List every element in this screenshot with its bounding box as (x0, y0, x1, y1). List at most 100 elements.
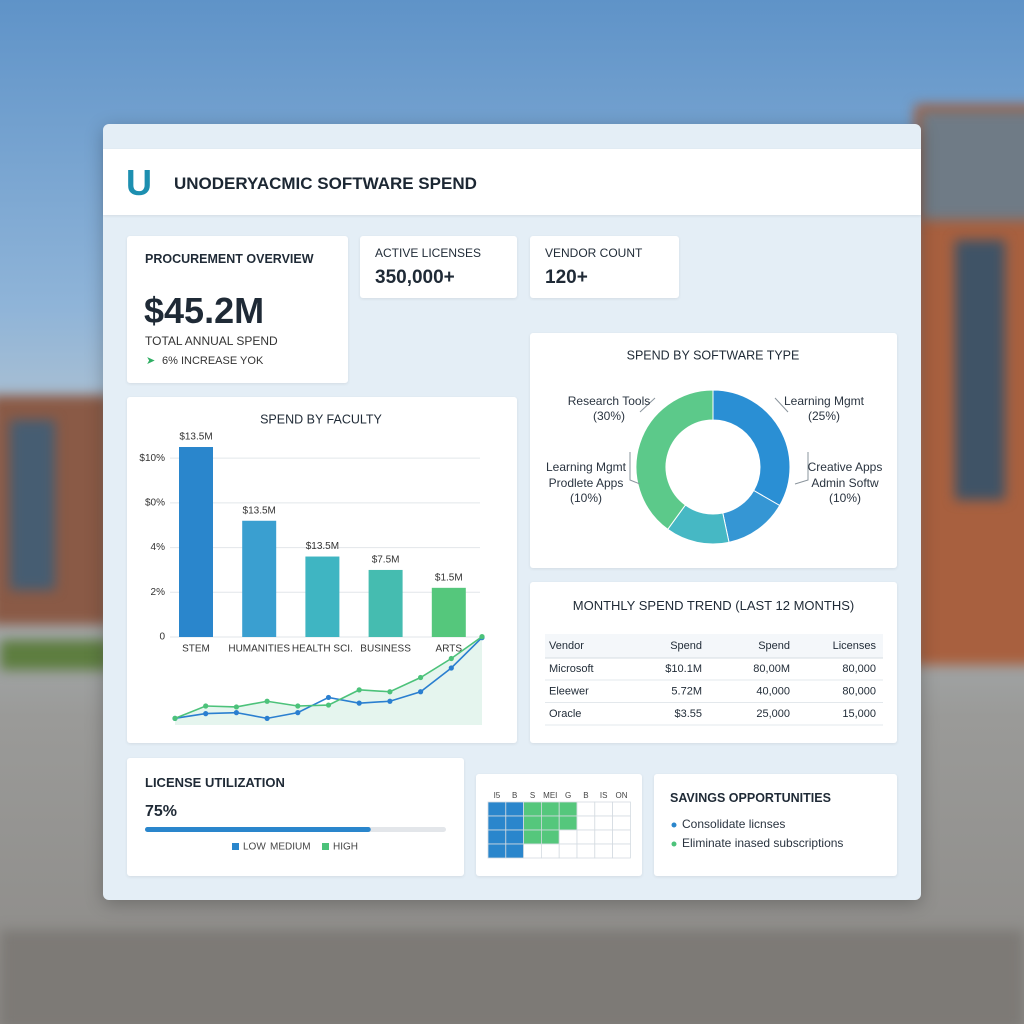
heatmap-cell (576, 815, 596, 831)
bar-value-label: $1.5M (435, 572, 463, 583)
trend-point (387, 698, 393, 704)
trend-point (325, 702, 332, 708)
table-card (530, 582, 897, 743)
overview-trend: 6% INCREASE YOK (162, 355, 264, 367)
donut-value-label: (25%) (807, 409, 840, 423)
kpi-value: 350,000+ (375, 267, 455, 288)
kpi-card (530, 236, 679, 298)
table-header: Vendor (549, 640, 584, 652)
heatmap-cell (576, 801, 596, 817)
heatmap-header: MEI (543, 791, 557, 800)
overview-card (127, 236, 348, 383)
donut-value-label: (30%) (592, 409, 625, 423)
trend-point (448, 655, 454, 662)
heatmap-header: G (565, 791, 571, 800)
heatmap-header: I5 (494, 791, 501, 800)
donut-label: Research Tools (567, 394, 651, 408)
heatmap-header: IS (600, 791, 608, 800)
x-tick-label: HEALTH SCI. (292, 644, 353, 655)
donut-label: Learning Mgmt Prodlete Apps (545, 460, 627, 490)
table-header-bg (545, 634, 883, 658)
leader-line (774, 397, 789, 413)
bar (431, 587, 466, 637)
heatmap-cell (505, 801, 524, 817)
heatmap-cell (612, 843, 631, 859)
heatmap-header: S (530, 791, 535, 800)
legend-swatch (322, 843, 329, 850)
trend-point (264, 715, 270, 721)
table-cell: 80,000 (842, 685, 876, 697)
table-cell: 5.72M (671, 685, 702, 697)
utilization-value: 75% (145, 803, 178, 820)
y-tick-label: 0 (159, 632, 165, 643)
savings-item: Consolidate licnses (682, 817, 785, 831)
table-cell: 25,000 (756, 708, 790, 720)
trend-point (387, 689, 393, 695)
kpi-title: ACTIVE LICENSES (375, 246, 482, 260)
trend-point (233, 704, 239, 710)
heatmap-cell (558, 843, 578, 859)
ground (0, 930, 1024, 1024)
trend-arrow: ➤ (146, 355, 156, 367)
y-tick-label: $0% (145, 498, 165, 509)
donut-label: Creative Apps Admin Softw (807, 460, 883, 490)
table-header: Spend (670, 640, 702, 652)
progress-fill (145, 827, 371, 832)
heatmap-cell (523, 843, 542, 859)
table-cell: 80,000 (842, 663, 876, 675)
x-tick-label: HUMANITIES (228, 644, 290, 655)
leader-line (639, 397, 656, 413)
heatmap-cell (505, 829, 524, 845)
legend-label: MEDIUM (270, 842, 311, 853)
heatmap-cell (612, 801, 631, 817)
trend-point (356, 687, 362, 693)
leader-line (794, 452, 809, 485)
donut-segment (712, 389, 791, 507)
heatmap-cell (594, 843, 613, 859)
utilization-title: LICENSE UTILIZATION (145, 775, 285, 790)
trend-point (325, 694, 332, 701)
x-tick-label: ARTS (436, 644, 463, 655)
chart-title: SPEND BY FACULTY (260, 412, 382, 426)
heatmap-cell (523, 801, 542, 817)
table-cell: $3.55 (674, 708, 702, 720)
heatmap-cell (594, 815, 613, 831)
bar-value-label: $7.5M (372, 555, 400, 566)
trend-area (175, 636, 482, 725)
heatmap-header: B (583, 791, 588, 800)
heatmap-cell (576, 843, 596, 859)
heatmap-cell (523, 815, 542, 831)
heatmap-header: ON (616, 791, 628, 800)
bar (242, 520, 277, 637)
heatmap-cell (541, 843, 560, 859)
heatmap-cell (487, 829, 507, 845)
bar (305, 556, 340, 637)
kpi-card (360, 236, 517, 298)
building-left-window (10, 420, 55, 590)
donut-segment (635, 389, 714, 530)
table-cell: 15,000 (842, 708, 876, 720)
heatmap-header: B (512, 791, 517, 800)
overview-title: PROCUREMENT OVERVIEW (145, 252, 314, 266)
table-header: Licenses (833, 640, 877, 652)
overview-value: $45.2M (144, 290, 265, 331)
table-cell: 40,000 (756, 685, 790, 697)
savings-card (654, 774, 897, 876)
savings-item: Eliminate inased subscriptions (682, 836, 843, 850)
heatmap-cell (612, 815, 631, 831)
bullet (671, 822, 677, 828)
trend-point (203, 703, 209, 709)
trend-point (264, 698, 270, 704)
heatmap-cell (541, 829, 560, 845)
x-tick-label: STEM (182, 644, 210, 655)
trend-point (418, 674, 424, 681)
table-cell: Microsoft (549, 663, 594, 675)
leader-line (629, 452, 641, 485)
heatmap-cell (576, 829, 596, 845)
bar-value-label: $13.5M (306, 541, 339, 552)
table-cell: 80,00M (753, 663, 790, 675)
bar-value-label: $13.5M (243, 505, 276, 516)
heatmap-cell (612, 829, 631, 845)
